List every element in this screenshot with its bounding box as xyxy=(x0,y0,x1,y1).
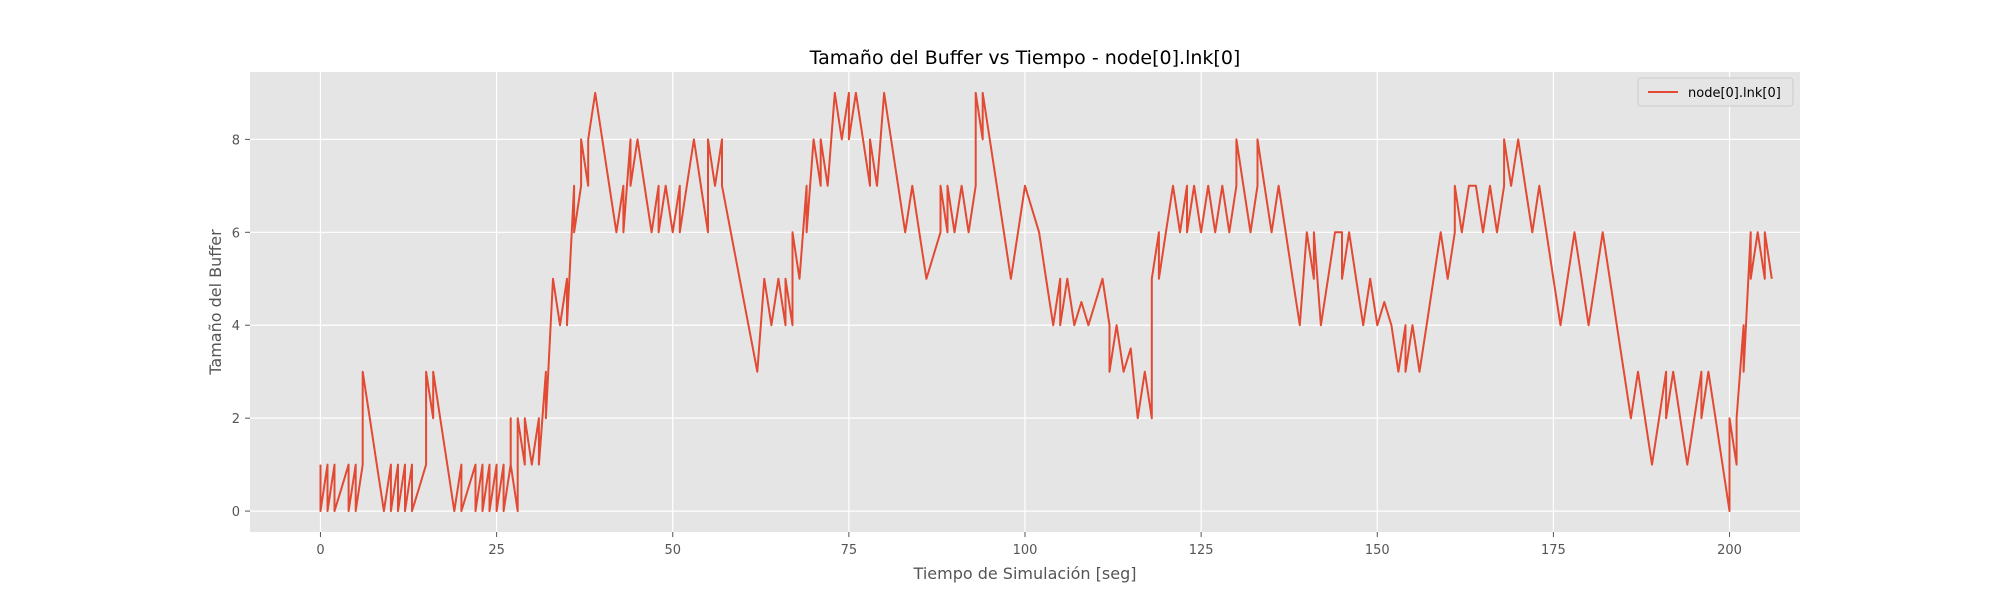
x-axis-label: Tiempo de Simulación [seg] xyxy=(913,564,1137,583)
x-tick-label: 75 xyxy=(841,543,858,558)
x-tick-label: 0 xyxy=(316,543,324,558)
y-axis-label: Tamaño del Buffer xyxy=(206,229,225,376)
x-tick-label: 150 xyxy=(1365,543,1390,558)
legend: node[0].lnk[0] xyxy=(1637,77,1794,107)
y-tick-label: 8 xyxy=(232,133,240,148)
x-tick-label: 125 xyxy=(1189,543,1214,558)
x-tick-label: 50 xyxy=(664,543,681,558)
chart-title: Tamaño del Buffer vs Tiempo - node[0].ln… xyxy=(809,47,1241,69)
legend-label: node[0].lnk[0] xyxy=(1688,86,1781,101)
y-tick-label: 2 xyxy=(232,412,240,427)
y-tick-label: 4 xyxy=(232,319,240,334)
x-tick-label: 100 xyxy=(1013,543,1038,558)
y-tick-label: 0 xyxy=(232,505,240,520)
legend-box xyxy=(1637,77,1794,107)
x-tick-label: 175 xyxy=(1541,543,1566,558)
grid xyxy=(250,72,1800,532)
y-tick-label: 6 xyxy=(232,226,240,241)
x-tick-label: 200 xyxy=(1717,543,1742,558)
x-tick-label: 25 xyxy=(488,543,505,558)
series-line-node0-lnk0 xyxy=(319,91,1773,513)
axis-ticks: 0 25 50 75 100 125 150 175 200 0 2 4 6 8 xyxy=(232,133,1742,558)
